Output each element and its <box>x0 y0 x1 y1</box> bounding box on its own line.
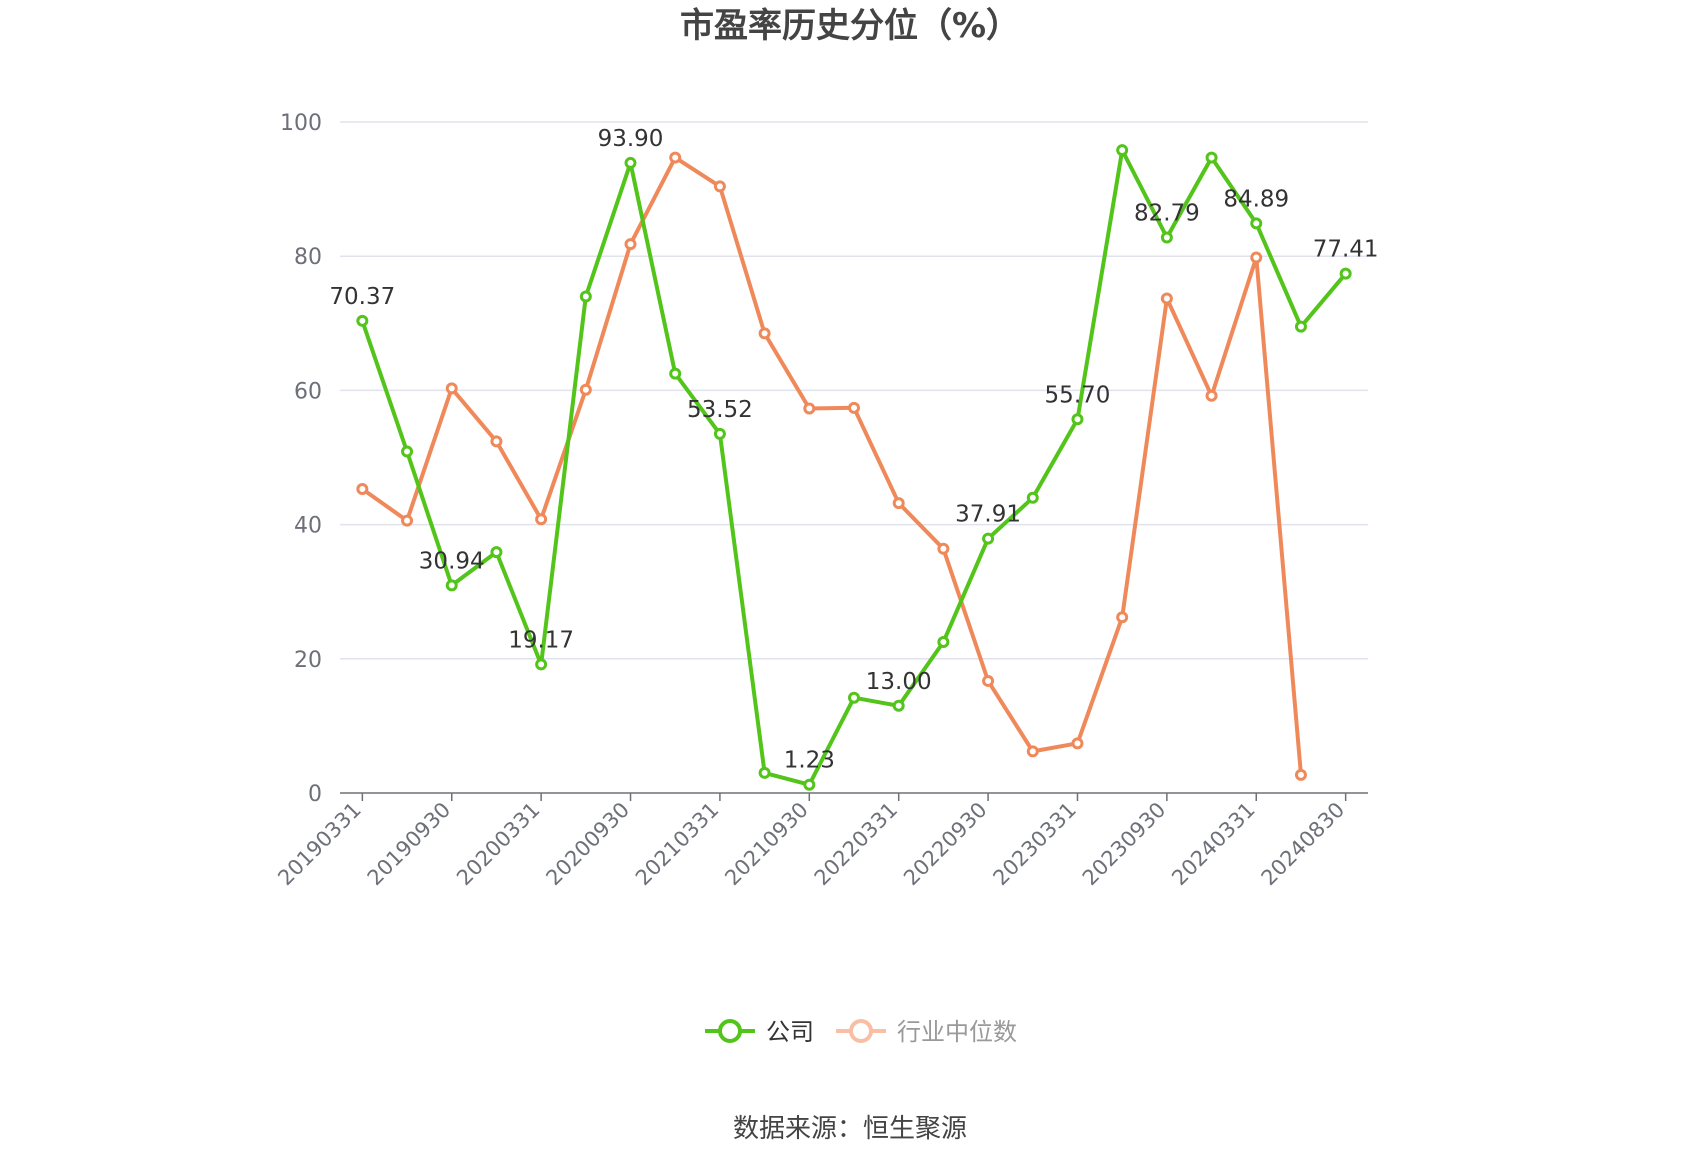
x-tick-label: 20190930 <box>363 798 456 891</box>
legend: 公司 行业中位数 <box>705 1018 1017 1046</box>
company-point[interactable] <box>1071 413 1084 426</box>
company-data-label: 1.23 <box>784 748 835 774</box>
company-data-label: 77.41 <box>1313 237 1379 263</box>
legend-industry-label: 行业中位数 <box>897 1018 1017 1046</box>
x-tick-label: 20200331 <box>452 798 545 891</box>
company-data-label: 55.70 <box>1045 382 1111 408</box>
company-point[interactable] <box>445 579 458 592</box>
company-point[interactable] <box>848 691 860 704</box>
industry-median-point[interactable] <box>401 514 414 527</box>
industry-median-point[interactable] <box>1294 768 1307 781</box>
company-data-label: 93.90 <box>598 126 664 152</box>
company-data-label: 30.94 <box>419 548 485 574</box>
company-point[interactable] <box>356 314 369 327</box>
x-tick-label: 20240830 <box>1257 798 1350 891</box>
x-tick-label: 20220930 <box>899 798 992 891</box>
series-group <box>356 144 1352 791</box>
y-tick-label: 20 <box>294 648 322 673</box>
company-point[interactable] <box>490 546 503 559</box>
industry-median-point[interactable] <box>1205 389 1218 402</box>
y-tick-label: 80 <box>294 245 322 270</box>
x-tick-label: 20190331 <box>273 798 366 891</box>
industry-median-point[interactable] <box>937 542 950 555</box>
legend-company-label: 公司 <box>766 1018 814 1046</box>
series-company <box>356 144 1352 791</box>
y-axis: 0 20 40 60 80 100 <box>280 111 322 807</box>
company-data-label: 82.79 <box>1134 200 1200 226</box>
industry-median-point[interactable] <box>982 674 995 687</box>
y-tick-label: 0 <box>308 782 322 807</box>
company-data-label: 84.89 <box>1223 186 1289 212</box>
company-point[interactable] <box>669 367 682 380</box>
company-point[interactable] <box>937 636 950 649</box>
company-point[interactable] <box>1205 151 1218 164</box>
data-source: 数据来源：恒生聚源 <box>733 1114 967 1144</box>
company-point[interactable] <box>401 445 414 458</box>
industry-median-point[interactable] <box>490 435 503 448</box>
data-labels: 70.37 30.94 19.17 93.90 53.52 1.23 13.00 37.91 5… <box>329 126 1378 774</box>
company-point[interactable] <box>892 699 905 712</box>
industry-median-point[interactable] <box>445 382 458 395</box>
company-point[interactable] <box>1160 231 1173 244</box>
industry-median-point[interactable] <box>1250 251 1263 264</box>
x-tick-label: 20210331 <box>631 798 724 891</box>
company-point[interactable] <box>982 532 995 545</box>
company-point[interactable] <box>1294 320 1307 333</box>
company-point[interactable] <box>1339 267 1352 280</box>
x-axis: 2019033120190930202003312020093020210331… <box>273 792 1368 891</box>
company-point[interactable] <box>1250 217 1263 230</box>
grid-lines <box>340 121 1368 660</box>
company-point[interactable] <box>579 290 592 303</box>
company-point[interactable] <box>1026 491 1039 504</box>
legend-item-company[interactable]: 公司 <box>705 1018 814 1046</box>
industry-median-point[interactable] <box>758 327 771 340</box>
company-point[interactable] <box>624 156 637 169</box>
company-point[interactable] <box>803 778 816 791</box>
company-data-label: 19.17 <box>508 627 574 653</box>
industry-median-point[interactable] <box>356 483 369 496</box>
industry-median-point[interactable] <box>624 238 637 251</box>
x-tick-label: 20210930 <box>720 798 813 891</box>
industry-median-point[interactable] <box>892 497 905 510</box>
company-data-label: 13.00 <box>866 669 932 695</box>
industry-median-point[interactable] <box>803 402 816 415</box>
industry-median-point[interactable] <box>848 401 860 414</box>
industry-median-point[interactable] <box>1116 611 1129 624</box>
industry-median-line <box>361 155 1303 776</box>
industry-median-point[interactable] <box>1026 745 1039 758</box>
industry-median-point[interactable] <box>1071 737 1084 750</box>
y-tick-label: 60 <box>294 379 322 404</box>
chart-title: 市盈率历史分位（%） <box>680 6 1020 46</box>
company-point[interactable] <box>758 766 771 779</box>
x-tick-label: 20220331 <box>810 798 903 891</box>
x-tick-label: 20240331 <box>1167 798 1260 891</box>
industry-median-point[interactable] <box>579 383 592 396</box>
industry-median-point[interactable] <box>669 151 682 164</box>
company-data-label: 37.91 <box>955 502 1021 528</box>
industry-median-point[interactable] <box>1160 292 1173 305</box>
y-tick-label: 40 <box>294 514 322 539</box>
legend-company-marker <box>718 1019 742 1043</box>
company-point[interactable] <box>1116 144 1129 157</box>
industry-median-point[interactable] <box>535 513 548 526</box>
legend-item-industry-median[interactable]: 行业中位数 <box>836 1018 1017 1046</box>
x-tick-label: 20200930 <box>542 798 635 891</box>
y-tick-label: 100 <box>280 111 322 136</box>
x-tick-label: 20230930 <box>1078 798 1171 891</box>
industry-median-point[interactable] <box>713 180 726 193</box>
company-data-label: 70.37 <box>329 284 395 310</box>
series-industry-median <box>356 151 1307 781</box>
legend-industry-marker <box>849 1019 873 1043</box>
x-tick-label: 20230331 <box>988 798 1081 891</box>
company-point[interactable] <box>535 658 548 671</box>
company-data-label: 53.52 <box>687 397 753 423</box>
company-point[interactable] <box>713 427 726 440</box>
